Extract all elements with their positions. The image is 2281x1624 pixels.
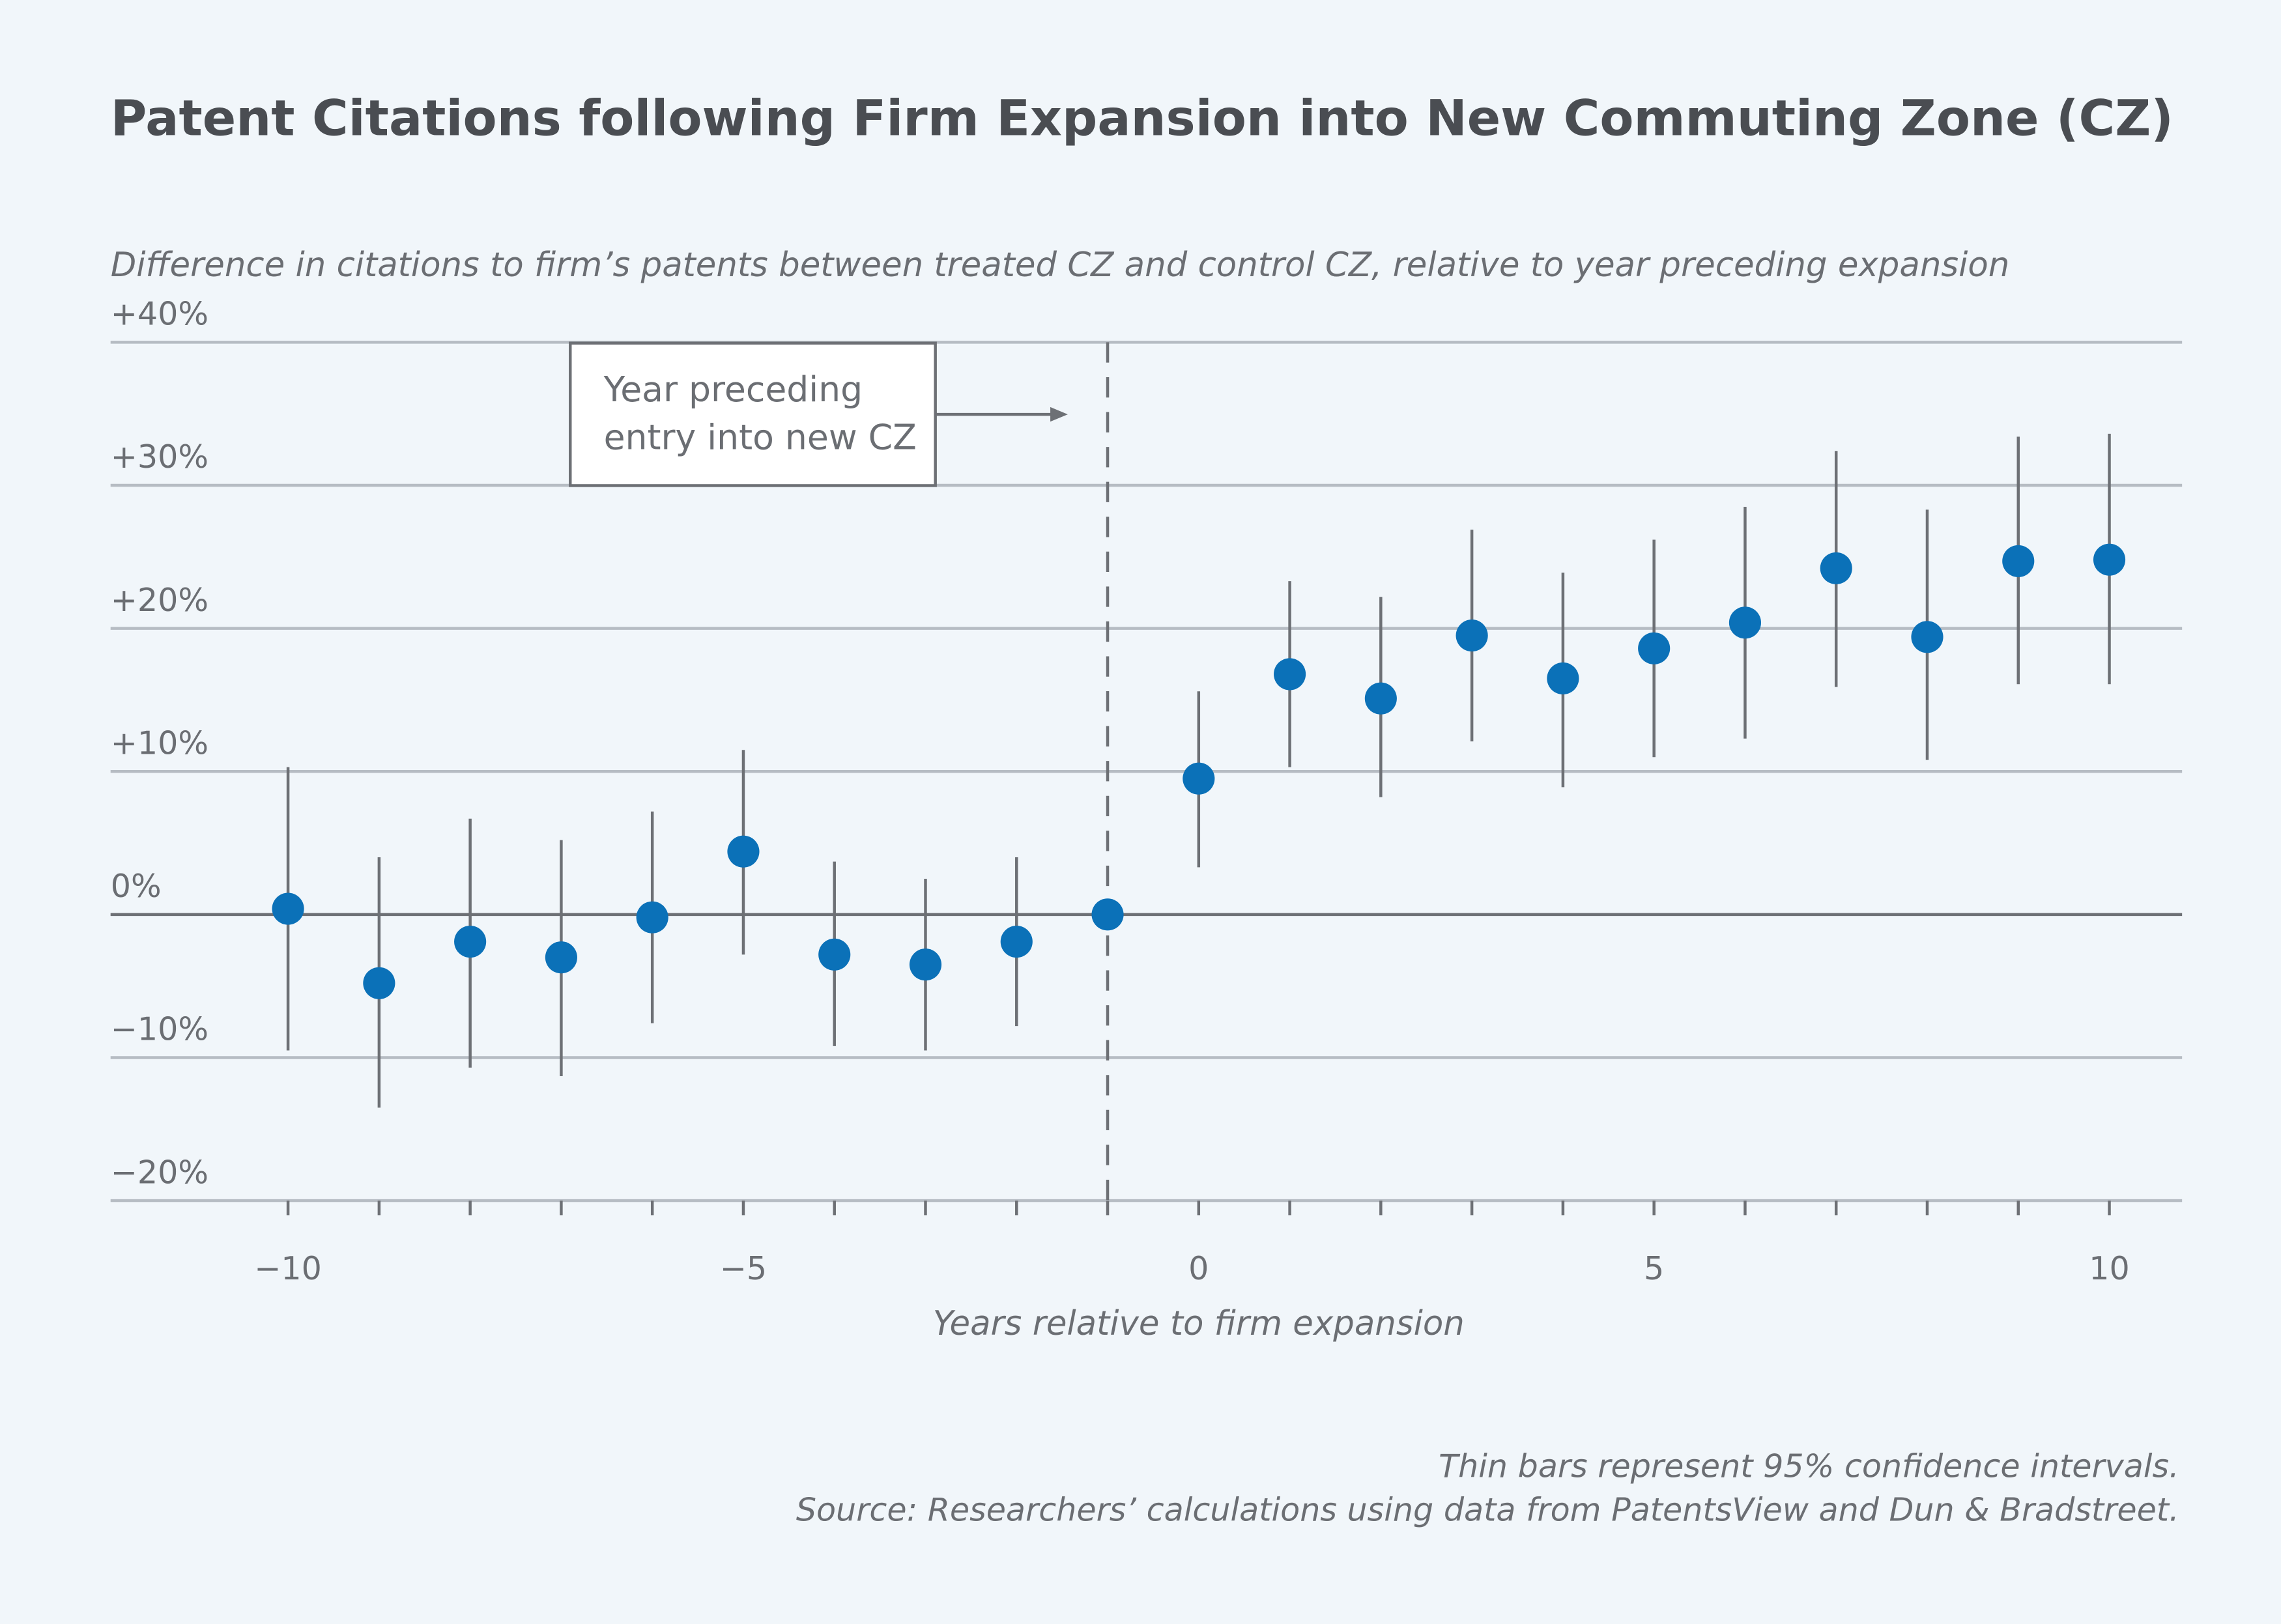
x-axis-label: Years relative to firm expansion	[933, 1304, 1465, 1343]
data-point	[909, 948, 942, 981]
data-point	[1183, 762, 1215, 795]
y-tick-label: +20%	[111, 581, 208, 619]
annotation-line-1: Year preceding	[603, 369, 863, 410]
data-point	[1456, 620, 1488, 652]
y-tick-label: −10%	[111, 1010, 208, 1048]
chart-subtitle: Difference in citations to firm’s patent…	[111, 246, 2010, 285]
x-tick-label: −5	[720, 1249, 767, 1287]
y-tick-label: +40%	[111, 295, 208, 333]
annotation: Year preceding entry into new CZ	[569, 341, 1068, 487]
y-tick-label: +10%	[111, 724, 208, 762]
data-point	[1547, 662, 1579, 695]
data-point	[636, 901, 668, 933]
note-ci: Thin bars represent 95% confidence inter…	[1439, 1447, 2179, 1485]
x-tick-label: 10	[2089, 1249, 2130, 1287]
data-point	[272, 892, 304, 925]
data-point	[454, 926, 487, 958]
data-point	[1911, 621, 1944, 653]
data-point	[1729, 606, 1762, 639]
data-point	[363, 967, 395, 999]
data-point	[727, 835, 760, 868]
gridlines	[110, 341, 2183, 1203]
data-point	[2093, 543, 2126, 576]
x-axis-ticks: −10 −5 0 5 10	[254, 1201, 2130, 1287]
y-axis-ticks: +40% +30% +20% +10% 0% −10% −20%	[111, 295, 208, 1191]
data-point	[1820, 552, 1852, 584]
x-tick-label: 0	[1188, 1249, 1209, 1287]
data-point	[545, 941, 577, 974]
data-point	[1638, 632, 1671, 664]
x-tick-label: −10	[254, 1249, 322, 1287]
data-point	[1274, 658, 1306, 691]
data-point	[2002, 545, 2035, 577]
x-tick-label: 5	[1644, 1249, 1664, 1287]
note-source: Source: Researchers’ calculations using …	[796, 1491, 2179, 1529]
data-point	[1364, 682, 1397, 715]
data-point	[1091, 898, 1124, 931]
y-tick-label: −20%	[111, 1153, 208, 1191]
arrowhead-icon	[1050, 406, 1068, 422]
chart-title: Patent Citations following Firm Expansio…	[111, 90, 2173, 147]
annotation-box	[569, 341, 937, 487]
annotation-line-2: entry into new CZ	[604, 417, 917, 458]
data-point	[1000, 926, 1033, 958]
y-tick-label: +30%	[111, 438, 208, 476]
data-points	[272, 433, 2126, 1108]
data-point	[818, 938, 851, 971]
y-tick-label: 0%	[111, 867, 162, 905]
